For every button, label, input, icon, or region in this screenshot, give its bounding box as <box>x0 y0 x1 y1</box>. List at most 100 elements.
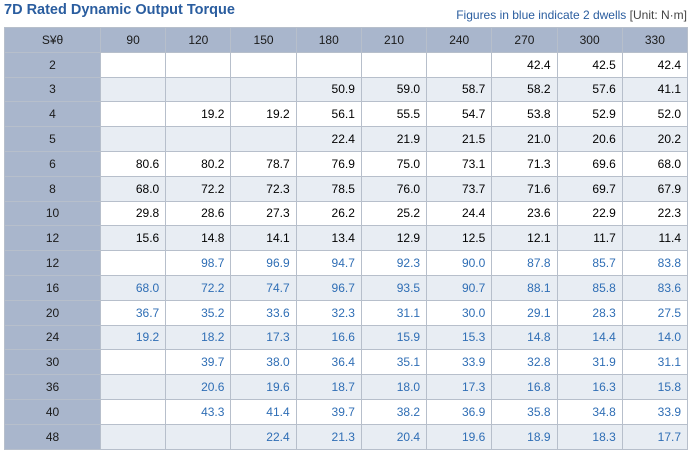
table-cell: 20.6 <box>165 374 232 400</box>
table-cell: 14.8 <box>165 225 232 252</box>
table-cell: 12.5 <box>426 225 493 252</box>
table-cell: 96.7 <box>295 274 362 301</box>
table-cell: 15.9 <box>360 324 428 351</box>
table-row: 8 68.0 72.2 72.3 78.5 76.0 73.7 71.6 69.7 67.9 <box>4 175 689 202</box>
table-cell: 41.4 <box>230 398 297 425</box>
table-cell: 68.0 <box>99 175 167 202</box>
table-cell: 92.3 <box>360 250 428 276</box>
unit-label: [Unit: N·m] <box>629 8 687 22</box>
table-row: 36 20.6 19.6 18.7 18.0 17.3 16.8 16.3 15.8 <box>4 374 689 400</box>
column-header: 180 <box>295 27 362 53</box>
table-cell: 33.6 <box>230 299 297 326</box>
column-header: 240 <box>426 27 493 53</box>
table-row: 40 43.3 41.4 39.7 38.2 36.9 35.8 34.8 33.9 <box>4 398 689 425</box>
table-row: 6 80.6 80.2 78.7 76.9 75.0 73.1 71.3 69.6 68.0 <box>4 150 689 177</box>
table-cell: 16.6 <box>295 324 362 351</box>
table-cell: 23.6 <box>491 200 558 227</box>
table-cell: 18.9 <box>491 423 558 450</box>
legend-note-text: Figures in blue indicate 2 dwells <box>456 8 627 22</box>
table-cell: 94.7 <box>295 250 362 276</box>
table-cell: 18.2 <box>165 324 232 351</box>
table-cell: 19.2 <box>99 324 167 351</box>
row-header: 4 <box>4 101 101 128</box>
table-cell: 26.2 <box>295 200 362 227</box>
table-cell: 35.2 <box>165 299 232 326</box>
column-header: 90 <box>99 27 167 53</box>
table-cell: 35.8 <box>491 398 558 425</box>
column-header: 210 <box>360 27 428 53</box>
table-row: 12 98.7 96.9 94.7 92.3 90.0 87.8 85.7 83.8 <box>4 250 689 276</box>
table-cell: 16.3 <box>556 374 623 400</box>
table-cell: 19.6 <box>230 374 297 400</box>
table-cell <box>295 51 362 78</box>
table-cell: 14.0 <box>621 324 689 351</box>
table-cell: 52.0 <box>621 101 689 128</box>
legend-note: Figures in blue indicate 2 dwells [Unit:… <box>456 8 687 22</box>
table-cell <box>230 76 297 103</box>
table-row: 10 29.8 28.6 27.3 26.2 25.2 24.4 23.6 22.9 22.3 <box>4 200 689 227</box>
table-cell: 34.8 <box>556 398 623 425</box>
table-cell: 96.9 <box>230 250 297 276</box>
table-cell: 14.1 <box>230 225 297 252</box>
table-cell: 53.8 <box>491 101 558 128</box>
table-cell <box>99 76 167 103</box>
table-cell: 11.4 <box>621 225 689 252</box>
table-cell: 19.2 <box>230 101 297 128</box>
column-header: 330 <box>621 27 689 53</box>
table-cell: 35.1 <box>360 349 428 376</box>
table-cell: 42.5 <box>556 51 623 78</box>
table-cell: 29.8 <box>99 200 167 227</box>
table-cell: 50.9 <box>295 76 362 103</box>
table-cell: 32.8 <box>491 349 558 376</box>
table-cell <box>165 76 232 103</box>
table-cell: 22.3 <box>621 200 689 227</box>
row-header: 36 <box>4 374 101 400</box>
table-cell: 73.7 <box>426 175 493 202</box>
table-body: 2 42.4 42.5 42.4 3 50.9 59.0 58.7 58.2 57.6 41.1 4 1… <box>4 51 689 450</box>
table-cell: 76.0 <box>360 175 428 202</box>
row-header: 40 <box>4 398 101 425</box>
table-cell <box>360 51 428 78</box>
table-cell: 83.6 <box>621 274 689 301</box>
column-header: 300 <box>556 27 623 53</box>
table-cell <box>230 126 297 152</box>
table-cell: 42.4 <box>621 51 689 78</box>
row-header: 30 <box>4 349 101 376</box>
table-cell: 16.8 <box>491 374 558 400</box>
table-cell <box>230 51 297 78</box>
table-cell: 30.0 <box>426 299 493 326</box>
table-cell: 31.9 <box>556 349 623 376</box>
table-cell: 38.2 <box>360 398 428 425</box>
table-cell: 88.1 <box>491 274 558 301</box>
table-cell: 15.6 <box>99 225 167 252</box>
table-cell: 57.6 <box>556 76 623 103</box>
column-header-row: S¥θ 90 120 150 180 210 240 270 300 330 <box>4 27 689 53</box>
table-row: 3 50.9 59.0 58.7 58.2 57.6 41.1 <box>4 76 689 103</box>
table-cell: 18.3 <box>556 423 623 450</box>
table-cell <box>99 101 167 128</box>
table-cell: 56.1 <box>295 101 362 128</box>
table-cell: 72.3 <box>230 175 297 202</box>
table-cell: 14.8 <box>491 324 558 351</box>
row-header: 48 <box>4 423 101 450</box>
table-cell: 83.8 <box>621 250 689 276</box>
table-cell: 29.1 <box>491 299 558 326</box>
table-cell: 76.9 <box>295 150 362 177</box>
table-cell: 75.0 <box>360 150 428 177</box>
table-cell <box>99 250 167 276</box>
table-cell: 25.2 <box>360 200 428 227</box>
table-row: 16 68.0 72.2 74.7 96.7 93.5 90.7 88.1 85.8 83.6 <box>4 274 689 301</box>
table-cell: 13.4 <box>295 225 362 252</box>
table-cell: 68.0 <box>99 274 167 301</box>
table-cell: 74.7 <box>230 274 297 301</box>
row-header: 12 <box>4 225 101 252</box>
table-cell: 12.9 <box>360 225 428 252</box>
table-cell: 22.4 <box>295 126 362 152</box>
corner-cell: S¥θ <box>4 27 101 53</box>
table-cell: 72.2 <box>165 274 232 301</box>
table-row: 20 36.7 35.2 33.6 32.3 31.1 30.0 29.1 28.3 27.5 <box>4 299 689 326</box>
table-row: 48 22.4 21.3 20.4 19.6 18.9 18.3 17.7 <box>4 423 689 450</box>
table-cell: 72.2 <box>165 175 232 202</box>
table-cell: 17.3 <box>426 374 493 400</box>
table-cell: 93.5 <box>360 274 428 301</box>
